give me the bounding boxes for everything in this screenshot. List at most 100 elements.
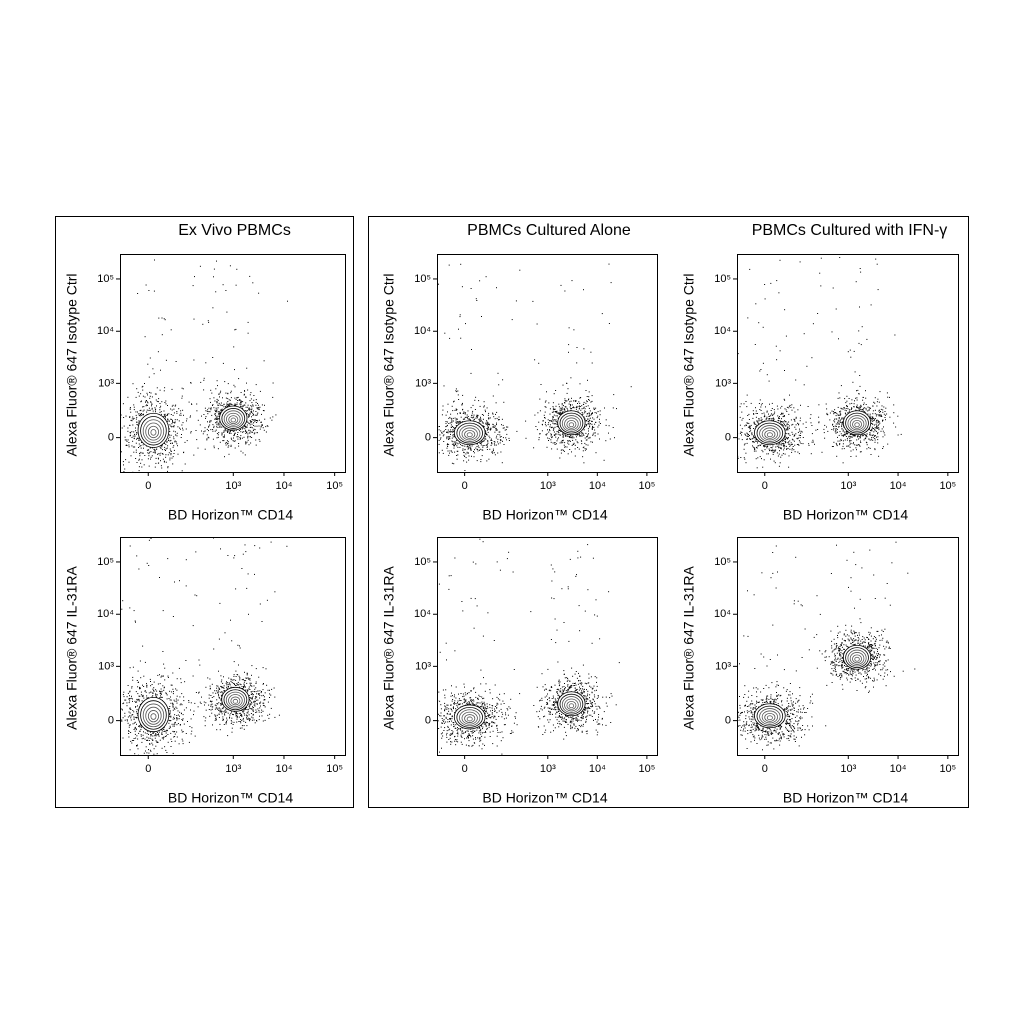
event-dot	[203, 716, 205, 718]
event-dot	[172, 456, 174, 458]
event-dot	[221, 686, 223, 688]
event-dot	[242, 719, 244, 721]
event-dot	[447, 411, 448, 413]
event-dot	[138, 415, 140, 416]
event-dot	[466, 461, 468, 463]
event-dot	[462, 448, 464, 450]
event-dot	[213, 696, 215, 698]
event-dot	[592, 426, 594, 428]
event-dot	[470, 736, 472, 738]
event-dot	[544, 406, 546, 408]
event-dot	[494, 454, 496, 456]
event-dot	[182, 731, 184, 733]
event-dot	[128, 730, 130, 732]
event-dot	[545, 425, 547, 427]
event-dot	[463, 701, 465, 703]
event-dot	[211, 703, 213, 705]
event-dot	[243, 710, 245, 712]
event-dot	[180, 410, 182, 412]
event-dot	[477, 414, 479, 416]
event-dot	[487, 440, 489, 442]
event-dot	[181, 395, 183, 397]
event-dot	[224, 434, 225, 436]
event-dot	[155, 735, 157, 737]
event-dot	[155, 696, 157, 698]
event-dot	[208, 411, 210, 413]
event-dot	[464, 416, 466, 418]
event-dot	[594, 408, 596, 410]
event-dot	[256, 414, 258, 416]
y-tick-label: 10⁴	[414, 325, 431, 337]
event-dot	[547, 419, 549, 421]
event-dot	[252, 412, 254, 414]
event-dot	[584, 449, 586, 451]
event-dot	[160, 465, 162, 467]
event-dot	[162, 453, 164, 455]
event-dot	[240, 406, 242, 408]
event-dot	[239, 686, 241, 688]
event-dot	[242, 431, 243, 433]
event-dot	[451, 418, 453, 420]
event-dot	[270, 707, 272, 709]
event-dot	[170, 434, 172, 436]
plot-area	[120, 259, 288, 472]
event-dot	[444, 702, 446, 704]
event-dot	[212, 405, 213, 406]
event-dot	[259, 603, 261, 605]
event-dot	[218, 694, 219, 696]
event-dot	[482, 449, 484, 451]
event-dot	[152, 735, 154, 737]
event-dot	[212, 430, 214, 432]
event-dot	[228, 453, 230, 455]
event-dot	[135, 414, 137, 416]
event-dot	[599, 418, 600, 420]
event-dot	[234, 683, 235, 685]
event-dot	[218, 713, 220, 715]
event-dot	[221, 711, 223, 713]
event-dot	[578, 401, 580, 403]
event-dot	[199, 664, 201, 666]
event-dot	[552, 409, 554, 411]
event-dot	[227, 443, 228, 445]
event-dot	[246, 674, 248, 676]
event-dot	[179, 715, 180, 717]
event-dot	[494, 431, 496, 433]
event-dot	[576, 441, 578, 443]
event-dot	[223, 724, 225, 725]
event-dot	[582, 447, 584, 449]
event-dot	[173, 716, 175, 718]
event-dot	[148, 692, 150, 694]
event-dot	[496, 287, 497, 289]
event-dot	[157, 457, 159, 459]
event-dot	[167, 470, 168, 472]
event-dot	[219, 412, 221, 413]
event-dot	[176, 432, 178, 434]
event-dot	[453, 702, 455, 703]
event-dot	[172, 706, 174, 708]
event-dot	[171, 457, 173, 459]
event-dot	[591, 423, 593, 425]
event-dot	[148, 449, 150, 451]
event-dot	[135, 411, 137, 413]
event-dot	[216, 411, 218, 413]
event-dot	[178, 718, 180, 720]
event-dot	[174, 736, 176, 737]
event-dot	[246, 431, 248, 433]
event-dot	[449, 431, 451, 433]
event-dot	[251, 406, 253, 408]
event-dot	[149, 737, 151, 739]
event-dot	[457, 446, 459, 448]
event-dot	[124, 712, 126, 714]
event-dot	[592, 434, 594, 436]
event-dot	[577, 433, 579, 435]
event-dot	[438, 439, 440, 441]
event-dot	[127, 396, 129, 398]
event-dot	[474, 399, 476, 401]
event-dot	[249, 704, 251, 706]
event-dot	[489, 692, 491, 694]
event-dot	[129, 691, 131, 693]
event-dot	[464, 470, 466, 471]
event-dot	[232, 430, 234, 432]
event-dot	[262, 704, 264, 706]
event-dot	[194, 702, 196, 704]
